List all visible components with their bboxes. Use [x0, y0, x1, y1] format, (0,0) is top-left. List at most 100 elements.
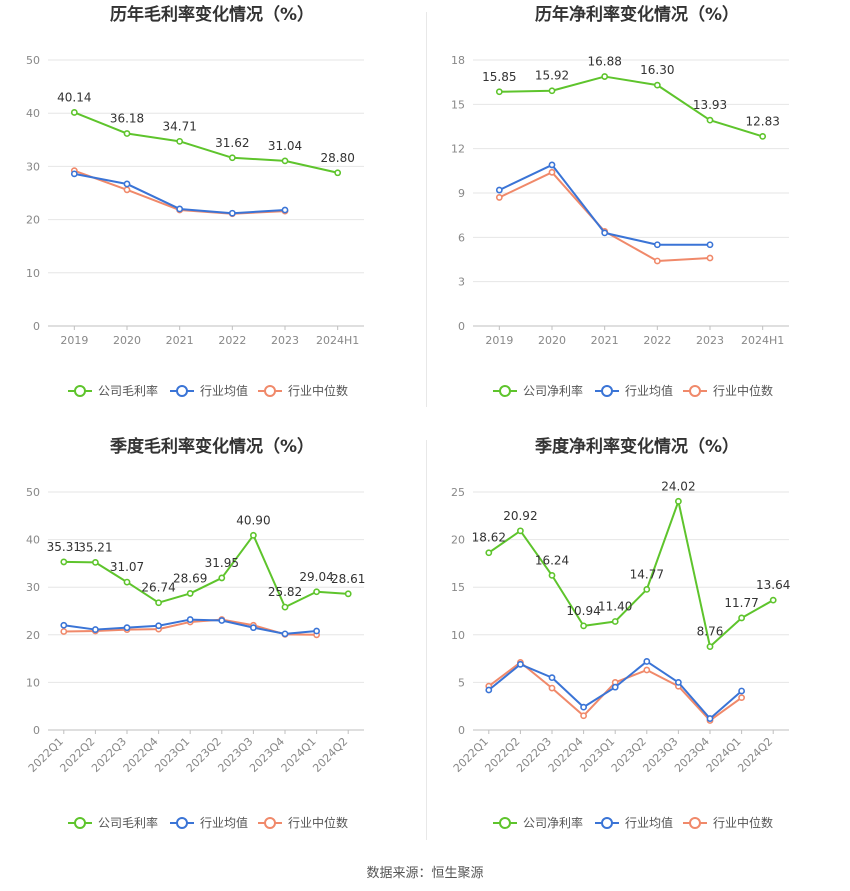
legend-marker [499, 817, 511, 829]
data-point [653, 81, 661, 89]
data-label: 10.94 [566, 604, 600, 618]
x-tick-label: 2022 [643, 334, 671, 347]
chart-panel-quarterly-net-margin: 季度净利率变化情况（%） 0 5 10 15 20 25 2022Q1 2022Q2 2022Q3… [425, 432, 850, 862]
data-label: 25.82 [268, 585, 302, 599]
legend-label: 行业中位数 [713, 383, 773, 398]
data-point [228, 209, 236, 217]
chart-annual-net-margin: 历年净利率变化情况（%） 0 3 6 9 12 15 18 2019 2020 2021 2022 20… [451, 4, 789, 398]
panel-divider-bottom [426, 440, 427, 840]
data-point [123, 578, 131, 586]
y-tick-label: 12 [451, 143, 465, 156]
x-tick-label: 2024Q2 [310, 735, 350, 775]
legend-label: 公司净利率 [523, 815, 583, 830]
y-tick-label: 30 [26, 160, 40, 173]
y-tick-label: 3 [458, 276, 465, 289]
data-point [548, 674, 556, 682]
series-line [488, 500, 774, 648]
data-source-note: 数据来源：恒生聚源 [366, 866, 484, 881]
legend-label: 行业均值 [625, 383, 673, 398]
y-tick-label: 20 [451, 534, 465, 547]
chart-title: 季度净利率变化情况（%） [535, 436, 739, 457]
data-label: 28.69 [173, 571, 207, 585]
data-point [548, 571, 556, 579]
y-tick-label: 40 [26, 107, 40, 120]
data-point [249, 624, 257, 632]
data-point [643, 666, 651, 674]
panel-divider-top [426, 12, 427, 407]
data-point [92, 559, 99, 566]
y-tick-label: 15 [451, 581, 465, 594]
legend-marker [601, 385, 613, 397]
data-label: 15.92 [535, 69, 569, 83]
legend-marker [74, 817, 86, 829]
data-point [218, 574, 226, 582]
data-label: 34.71 [162, 119, 196, 133]
legend-label: 行业均值 [625, 815, 673, 830]
legend-marker [176, 385, 188, 397]
legend-label: 行业中位数 [288, 383, 348, 398]
y-tick-label: 25 [451, 486, 465, 499]
data-point [281, 157, 289, 165]
legend-label: 公司毛利率 [98, 383, 158, 398]
data-point [218, 617, 226, 624]
data-point [548, 161, 556, 169]
data-point [759, 133, 767, 140]
data-point [334, 169, 342, 177]
chart-quarterly-net-margin: 季度净利率变化情况（%）05101520252022Q12022Q22022Q3… [451, 436, 791, 830]
x-tick-label: 2024H1 [741, 334, 784, 347]
data-point [485, 686, 493, 694]
data-label: 29.04 [299, 570, 333, 584]
data-label: 35.31 [47, 540, 81, 554]
data-point [517, 660, 524, 668]
data-point [123, 130, 131, 137]
legend-label: 行业均值 [200, 815, 248, 830]
data-point [738, 614, 745, 622]
data-point [281, 630, 289, 638]
x-tick-label: 2024Q2 [735, 735, 775, 775]
legend-label: 公司净利率 [523, 383, 583, 398]
x-tick-label: 2021 [166, 334, 194, 347]
data-point [60, 558, 68, 566]
series-line [73, 111, 338, 174]
series-line [63, 534, 349, 609]
data-point [517, 527, 524, 535]
data-point [186, 616, 194, 623]
chart-panel-annual-gross-margin: 历年毛利率变化情况（%） 0 10 20 30 40 50 2019 2020 2021 2022 2… [0, 0, 425, 430]
data-point [601, 229, 609, 237]
data-point [653, 257, 661, 265]
data-point [706, 254, 714, 262]
y-tick-label: 15 [451, 98, 465, 111]
data-point [548, 168, 556, 176]
y-tick-label: 50 [26, 54, 40, 67]
data-point [548, 87, 556, 95]
data-point [674, 497, 682, 505]
x-tick-label: 2023 [271, 334, 299, 347]
data-label: 13.64 [756, 578, 790, 592]
x-tick-label: 2019 [485, 334, 513, 347]
data-point [70, 170, 78, 178]
data-point [281, 206, 289, 214]
data-label: 40.90 [236, 513, 270, 527]
data-point [176, 137, 184, 145]
y-tick-label: 18 [451, 54, 465, 67]
chart-title: 季度毛利率变化情况（%） [110, 436, 314, 457]
data-label: 15.85 [482, 70, 516, 84]
data-point [611, 618, 619, 625]
data-point [548, 684, 556, 692]
data-label: 20.92 [503, 509, 537, 523]
data-label: 31.07 [110, 560, 144, 574]
data-label: 35.21 [78, 540, 112, 554]
y-tick-label: 10 [26, 676, 40, 689]
data-point [123, 180, 131, 188]
y-tick-label: 0 [33, 724, 40, 737]
data-point [344, 590, 352, 598]
data-label: 12.83 [745, 114, 779, 128]
data-point [70, 109, 78, 116]
data-label: 31.04 [268, 139, 302, 153]
data-point [611, 683, 619, 691]
data-point [580, 712, 587, 720]
data-point [495, 186, 503, 194]
legend-marker [74, 385, 86, 397]
data-point [643, 658, 651, 665]
data-point [706, 715, 714, 722]
